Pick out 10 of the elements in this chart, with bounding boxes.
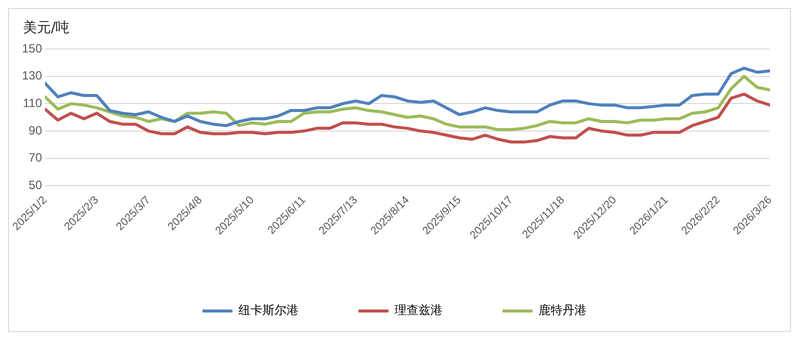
y-tick-label: 70 xyxy=(28,150,42,165)
y-tick-label: 130 xyxy=(22,68,42,83)
y-tick-label: 150 xyxy=(22,41,42,56)
legend-label: 理查兹港 xyxy=(394,303,442,318)
y-tick-label: 90 xyxy=(28,123,42,138)
legend-label: 鹿特丹港 xyxy=(538,303,586,318)
legend-label: 纽卡斯尔港 xyxy=(238,303,298,318)
y-tick-label: 50 xyxy=(28,178,42,192)
y-tick-label: 110 xyxy=(22,96,42,110)
y-axis-title: 美元/吨 xyxy=(23,19,70,37)
